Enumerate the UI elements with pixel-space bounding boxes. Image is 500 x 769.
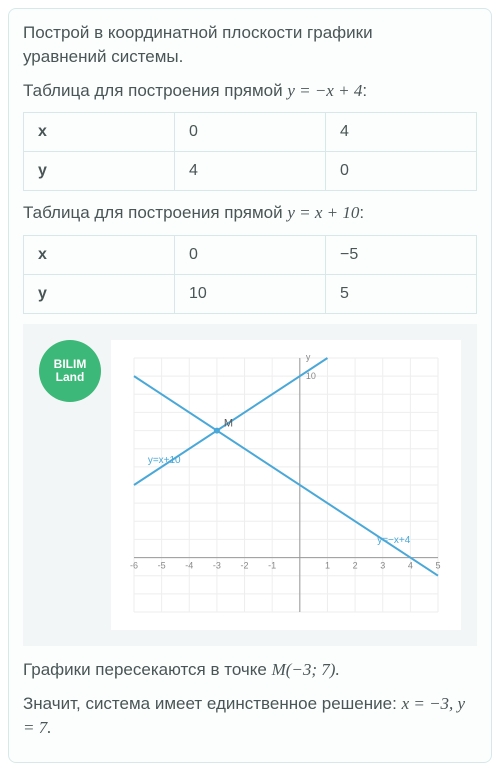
table1-y-label: y bbox=[24, 152, 175, 191]
svg-text:-2: -2 bbox=[241, 561, 249, 571]
table2-x1: 0 bbox=[175, 236, 326, 275]
intro-text: Построй в координатной плоскости графики… bbox=[23, 21, 477, 69]
svg-text:4: 4 bbox=[408, 561, 413, 571]
chart-svg: -6 -5 -4 -3 -2 -1 1 2 3 4 5 10 y y=x+10 y=−x+4 M bbox=[111, 340, 461, 630]
intro-line1: Построй в координатной плоскости графики bbox=[23, 23, 373, 42]
table2-y2: 5 bbox=[326, 275, 477, 314]
svg-text:y=−x+4: y=−x+4 bbox=[377, 535, 411, 546]
result2: Значит, система имеет единственное решен… bbox=[23, 692, 477, 740]
table1-caption: Таблица для построения прямой y = −x + 4… bbox=[23, 79, 477, 103]
table2-x2: −5 bbox=[326, 236, 477, 275]
svg-text:y=x+10: y=x+10 bbox=[148, 455, 181, 466]
svg-text:1: 1 bbox=[325, 561, 330, 571]
bilim-land-badge: BILIM Land bbox=[39, 340, 101, 402]
badge-line2: Land bbox=[56, 371, 85, 384]
svg-text:-3: -3 bbox=[213, 561, 221, 571]
svg-text:-5: -5 bbox=[158, 561, 166, 571]
table-row: y 4 0 bbox=[24, 152, 477, 191]
table2-y1: 10 bbox=[175, 275, 326, 314]
solution-card: Построй в координатной плоскости графики… bbox=[8, 8, 492, 763]
result1: Графики пересекаются в точке M(−3; 7). bbox=[23, 658, 477, 682]
svg-text:-1: -1 bbox=[268, 561, 276, 571]
svg-text:2: 2 bbox=[353, 561, 358, 571]
table2: x 0 −5 y 10 5 bbox=[23, 235, 477, 314]
table1-x2: 4 bbox=[326, 113, 477, 152]
table2-equation: y = x + 10 bbox=[287, 203, 359, 222]
svg-text:M: M bbox=[224, 418, 233, 430]
graph-container: BILIM Land -6 -5 -4 -3 -2 -1 1 2 3 4 5 10 y y=x+10 y=−… bbox=[23, 324, 477, 646]
table2-x-label: x bbox=[24, 236, 175, 275]
svg-text:3: 3 bbox=[380, 561, 385, 571]
intro-line2: уравнений системы. bbox=[23, 47, 183, 66]
table1: x 0 4 y 4 0 bbox=[23, 112, 477, 191]
table1-y2: 0 bbox=[326, 152, 477, 191]
svg-text:y: y bbox=[306, 352, 311, 362]
table1-y1: 4 bbox=[175, 152, 326, 191]
table-row: y 10 5 bbox=[24, 275, 477, 314]
table1-caption-suffix: : bbox=[362, 81, 367, 100]
table1-caption-prefix: Таблица для построения прямой bbox=[23, 81, 287, 100]
result1-point: M(−3; 7). bbox=[272, 660, 340, 679]
coordinate-chart: -6 -5 -4 -3 -2 -1 1 2 3 4 5 10 y y=x+10 y=−x+4 M bbox=[111, 340, 461, 630]
svg-text:-6: -6 bbox=[130, 561, 138, 571]
svg-text:10: 10 bbox=[306, 371, 316, 381]
table-row: x 0 4 bbox=[24, 113, 477, 152]
table2-caption-suffix: : bbox=[359, 203, 364, 222]
table2-caption: Таблица для построения прямой y = x + 10… bbox=[23, 201, 477, 225]
svg-text:5: 5 bbox=[435, 561, 440, 571]
table2-caption-prefix: Таблица для построения прямой bbox=[23, 203, 287, 222]
table-row: x 0 −5 bbox=[24, 236, 477, 275]
table1-x1: 0 bbox=[175, 113, 326, 152]
table1-equation: y = −x + 4 bbox=[287, 81, 362, 100]
table1-x-label: x bbox=[24, 113, 175, 152]
svg-text:-4: -4 bbox=[185, 561, 193, 571]
table2-y-label: y bbox=[24, 275, 175, 314]
result2-prefix: Значит, система имеет единственное решен… bbox=[23, 694, 402, 713]
result1-prefix: Графики пересекаются в точке bbox=[23, 660, 272, 679]
